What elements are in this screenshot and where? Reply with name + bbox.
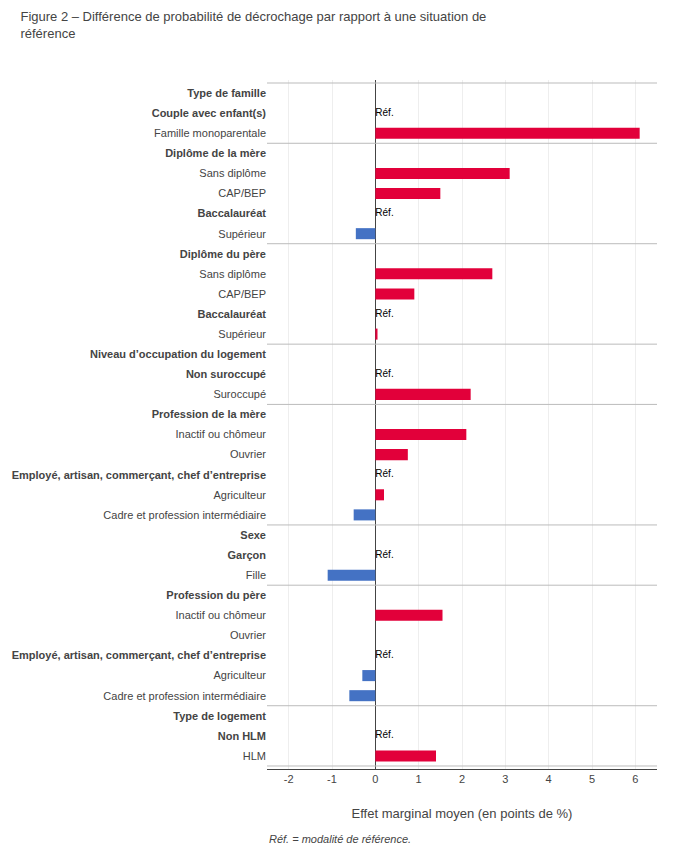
svg-text:Cadre et profession intermédia: Cadre et profession intermédiaire	[103, 509, 266, 521]
svg-text:Supérieur: Supérieur	[218, 228, 266, 240]
svg-text:2: 2	[459, 773, 465, 785]
svg-text:6: 6	[632, 773, 638, 785]
svg-text:0: 0	[372, 773, 378, 785]
svg-text:Diplôme du père: Diplôme du père	[180, 248, 266, 260]
svg-text:Agriculteur: Agriculteur	[213, 669, 266, 681]
svg-text:Diplôme de la mère: Diplôme de la mère	[165, 147, 266, 159]
svg-text:Réf.: Réf.	[375, 649, 393, 660]
svg-text:5: 5	[589, 773, 595, 785]
svg-text:Type de famille: Type de famille	[187, 87, 266, 99]
svg-text:Type de logement: Type de logement	[173, 710, 266, 722]
svg-text:Non suroccupé: Non suroccupé	[186, 368, 266, 380]
svg-text:Réf.: Réf.	[375, 368, 393, 379]
svg-text:Effet marginal moyen (en point: Effet marginal moyen (en points de %)	[352, 806, 573, 821]
svg-text:Sans diplôme: Sans diplôme	[199, 167, 266, 179]
svg-text:Employé, artisan, commerçant,: Employé, artisan, commerçant, chef d’ent…	[12, 649, 266, 661]
svg-text:Profession du père: Profession du père	[166, 589, 266, 601]
svg-text:Garçon: Garçon	[227, 549, 266, 561]
svg-text:3: 3	[502, 773, 508, 785]
svg-text:Couple avec enfant(s): Couple avec enfant(s)	[152, 107, 267, 119]
svg-text:HLM: HLM	[243, 750, 266, 762]
svg-text:Réf. = modalité de référence.: Réf. = modalité de référence.	[269, 833, 411, 845]
svg-text:Réf.: Réf.	[375, 468, 393, 479]
svg-text:Ouvrier: Ouvrier	[230, 448, 266, 460]
svg-text:Ouvrier: Ouvrier	[230, 629, 266, 641]
svg-text:Employé, artisan, commerçant,: Employé, artisan, commerçant, chef d’ent…	[12, 469, 266, 481]
svg-text:Supérieur: Supérieur	[218, 328, 266, 340]
svg-text:Famille monoparentale: Famille monoparentale	[154, 127, 266, 139]
svg-text:Figure 2 – Différence de proba: Figure 2 – Différence de probabilité de …	[20, 9, 486, 41]
svg-text:4: 4	[546, 773, 552, 785]
svg-text:1: 1	[416, 773, 422, 785]
svg-text:-1: -1	[327, 773, 337, 785]
svg-text:Réf.: Réf.	[375, 549, 393, 560]
svg-text:Inactif ou chômeur: Inactif ou chômeur	[176, 609, 267, 621]
svg-text:-2: -2	[284, 773, 294, 785]
svg-text:Baccalauréat: Baccalauréat	[198, 308, 267, 320]
svg-text:Profession de la mère: Profession de la mère	[152, 408, 266, 420]
svg-text:Sans diplôme: Sans diplôme	[199, 268, 266, 280]
svg-text:Réf.: Réf.	[375, 207, 393, 218]
svg-text:CAP/BEP: CAP/BEP	[218, 187, 266, 199]
svg-text:CAP/BEP: CAP/BEP	[218, 288, 266, 300]
svg-text:Niveau d’occupation du logemen: Niveau d’occupation du logement	[90, 348, 266, 360]
svg-text:Cadre et profession intermédia: Cadre et profession intermédiaire	[103, 690, 266, 702]
svg-text:Réf.: Réf.	[375, 729, 393, 740]
svg-text:Réf.: Réf.	[375, 107, 393, 118]
svg-text:Baccalauréat: Baccalauréat	[198, 207, 267, 219]
svg-text:Fille: Fille	[246, 569, 266, 581]
svg-text:Sexe: Sexe	[240, 529, 266, 541]
svg-text:Agriculteur: Agriculteur	[213, 489, 266, 501]
svg-text:Réf.: Réf.	[375, 308, 393, 319]
svg-text:Suroccupé: Suroccupé	[213, 388, 266, 400]
svg-text:Non HLM: Non HLM	[218, 730, 266, 742]
svg-text:Inactif ou chômeur: Inactif ou chômeur	[176, 428, 267, 440]
